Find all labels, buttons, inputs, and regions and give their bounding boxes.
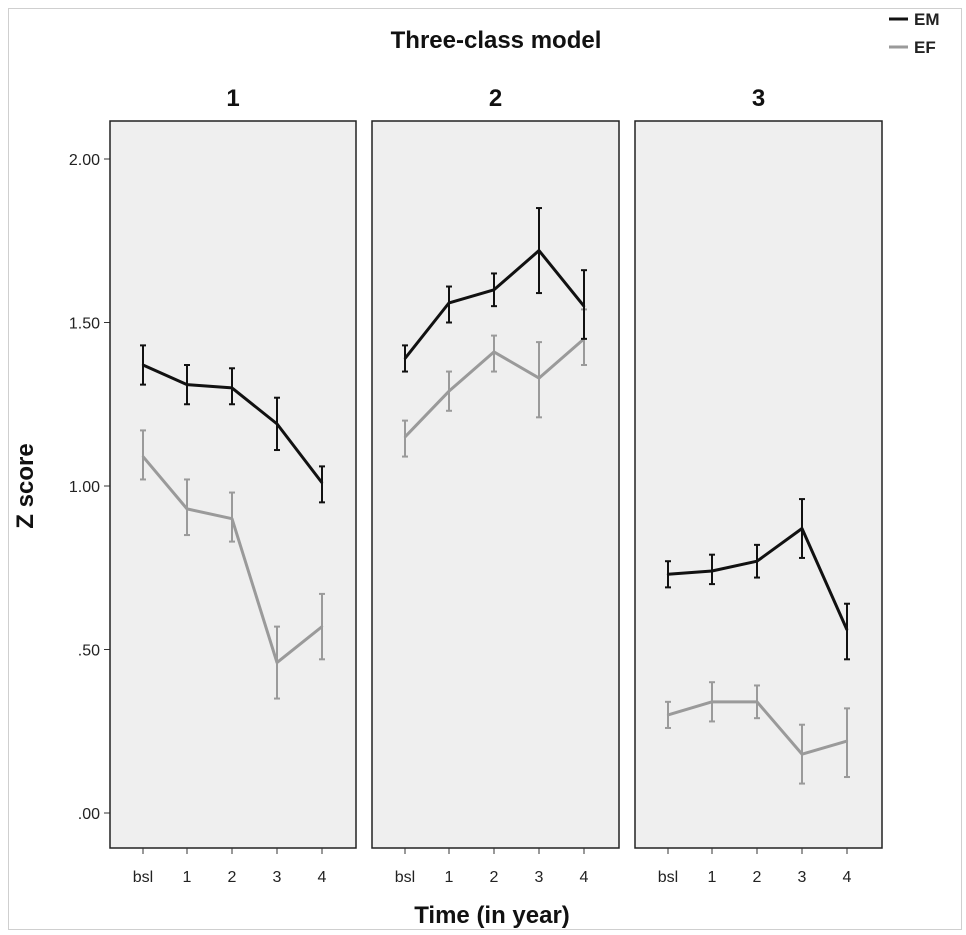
x-tick-label: bsl — [395, 869, 415, 886]
data-point-ef — [755, 700, 759, 704]
data-point-em — [185, 383, 189, 386]
data-point-ef — [230, 517, 234, 520]
y-tick-label: 1.50 — [69, 316, 100, 333]
x-tick-label: 2 — [490, 869, 499, 886]
data-point-em — [537, 249, 541, 252]
panel-title: 1 — [226, 85, 239, 112]
x-tick-label: 1 — [708, 869, 717, 886]
data-point-em — [141, 363, 145, 367]
panel-1: 1 bsl 1 2 3 4 — [109, 85, 357, 886]
data-point-em — [710, 569, 714, 573]
x-tick-label: 3 — [798, 869, 807, 886]
panel-background — [634, 120, 883, 849]
x-tick-label: 4 — [580, 869, 589, 886]
panel-2: 2 bsl 1 2 3 4 — [371, 85, 620, 886]
panel-title: 3 — [752, 85, 765, 112]
panel-background — [109, 120, 357, 849]
x-tick-label: 1 — [445, 869, 454, 886]
y-axis-label: Z score — [12, 443, 39, 528]
data-point-ef — [403, 435, 407, 439]
data-point-ef — [275, 661, 279, 664]
data-point-em — [800, 527, 804, 530]
data-point-ef — [185, 507, 189, 511]
data-point-em — [666, 573, 670, 576]
legend-label-em: EM — [914, 10, 940, 29]
y-tick-label: 1.00 — [69, 479, 100, 496]
data-point-ef — [447, 389, 451, 393]
x-tick-label: 4 — [318, 869, 327, 886]
x-tick-label: 1 — [183, 869, 192, 886]
data-point-ef — [845, 739, 849, 743]
x-tick-label: 2 — [753, 869, 762, 886]
data-point-ef — [141, 455, 145, 458]
data-point-em — [320, 481, 324, 484]
legend-label-ef: EF — [914, 38, 936, 57]
y-tick-label: .00 — [78, 806, 100, 823]
panel-3: 3 bsl 1 2 3 4 — [634, 85, 883, 886]
legend: EM EF — [889, 10, 940, 57]
x-tick-label: bsl — [133, 869, 153, 886]
x-tick-label: 2 — [228, 869, 237, 886]
data-point-ef — [537, 376, 541, 380]
data-point-em — [755, 560, 759, 563]
data-point-ef — [492, 350, 496, 354]
panels: 1 bsl 1 2 3 4 2 bsl 1 2 3 4 3 bsl 1 2 3 4 — [109, 85, 883, 886]
x-tick-label: 4 — [843, 869, 852, 886]
x-tick-label: bsl — [658, 869, 678, 886]
data-point-em — [275, 422, 279, 426]
panel-background — [371, 120, 620, 849]
data-point-ef — [710, 700, 714, 704]
data-point-em — [582, 304, 586, 308]
y-axis: .00 .50 1.00 1.50 2.00 — [69, 152, 110, 823]
x-tick-label: 3 — [535, 869, 544, 886]
data-point-em — [230, 386, 234, 390]
x-tick-label: 3 — [273, 869, 282, 886]
y-tick-label: .50 — [78, 643, 100, 660]
y-tick-label: 2.00 — [69, 152, 100, 169]
data-point-em — [403, 357, 407, 360]
data-point-ef — [320, 625, 324, 628]
data-point-em — [447, 301, 451, 305]
data-point-ef — [666, 713, 670, 717]
chart-title: Three-class model — [391, 27, 602, 54]
data-point-ef — [800, 752, 804, 756]
x-axis-label: Time (in year) — [414, 902, 570, 929]
data-point-em — [845, 628, 849, 632]
panel-title: 2 — [489, 85, 502, 112]
data-point-em — [492, 288, 496, 291]
